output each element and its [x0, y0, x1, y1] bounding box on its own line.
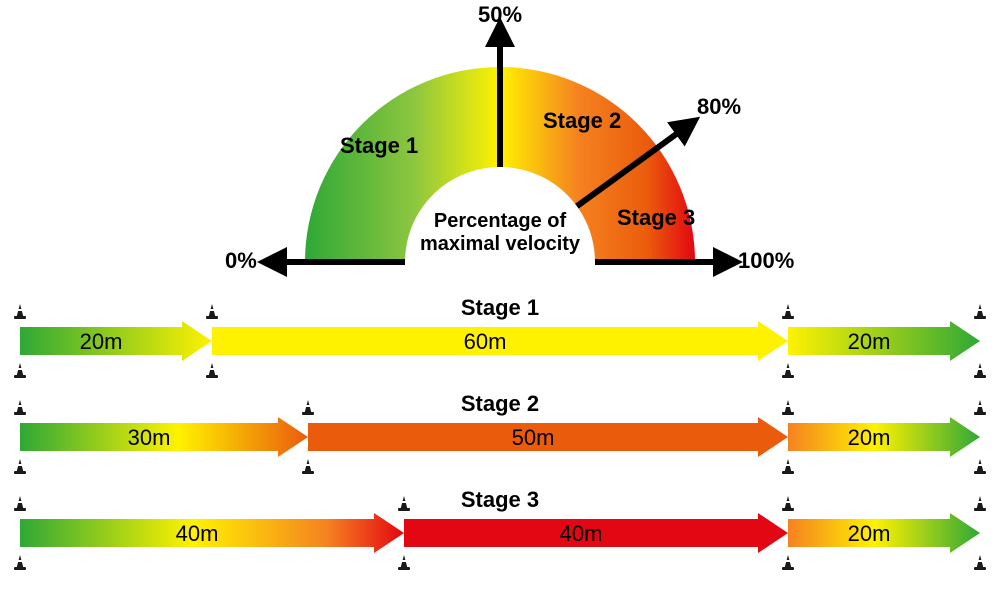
cone-icon	[206, 363, 218, 378]
stage-3-seg-2-label: 40m	[404, 521, 758, 547]
gauge-tick-100: 100%	[738, 248, 794, 274]
stage-1-seg-2-label: 60m	[212, 329, 758, 355]
gauge-center-line2: maximal velocity	[420, 233, 580, 255]
stage-3-seg-3-label: 20m	[788, 521, 950, 547]
cone-icon	[14, 363, 26, 378]
cone-icon	[782, 363, 794, 378]
gauge-sector-stage2: Stage 2	[543, 108, 621, 134]
stage-3-seg-1-label: 40m	[20, 521, 374, 547]
cone-icon	[398, 555, 410, 570]
stage-2-title: Stage 2	[0, 391, 1000, 417]
gauge-tick-50: 50%	[478, 2, 522, 28]
cone-icon	[782, 459, 794, 474]
stage-2-seg-2-label: 50m	[308, 425, 758, 451]
gauge-sector-stage1: Stage 1	[340, 133, 418, 159]
gauge: 0% 50% 80% 100% Stage 1 Stage 2 Stage 3 …	[0, 0, 1000, 290]
stage-1-seg-3-label: 20m	[788, 329, 950, 355]
cone-icon	[974, 555, 986, 570]
gauge-tick-80: 80%	[697, 94, 741, 120]
stage-3-row: 40m 40m 20m	[20, 513, 980, 553]
cone-icon	[974, 459, 986, 474]
gauge-center-line1: Percentage of	[434, 210, 566, 232]
cone-icon	[14, 555, 26, 570]
gauge-center-text: Percentage of maximal velocity	[410, 210, 590, 256]
stage-1-seg-1-label: 20m	[20, 329, 182, 355]
cone-icon	[974, 363, 986, 378]
stage-1-title: Stage 1	[0, 295, 1000, 321]
stage-1-row: 20m 60m 20m	[20, 321, 980, 361]
stage-3-title: Stage 3	[0, 487, 1000, 513]
gauge-sector-stage3: Stage 3	[617, 205, 695, 231]
cone-icon	[302, 459, 314, 474]
stage-2-seg-3-label: 20m	[788, 425, 950, 451]
stage-2-seg-1-label: 30m	[20, 425, 278, 451]
stage-2-row: 30m 50m 20m	[20, 417, 980, 457]
cone-icon	[14, 459, 26, 474]
cone-icon	[782, 555, 794, 570]
gauge-tick-0: 0%	[225, 248, 257, 274]
stage-arrows: Stage 1 20m 60m 20m Stage 2	[0, 295, 1000, 591]
